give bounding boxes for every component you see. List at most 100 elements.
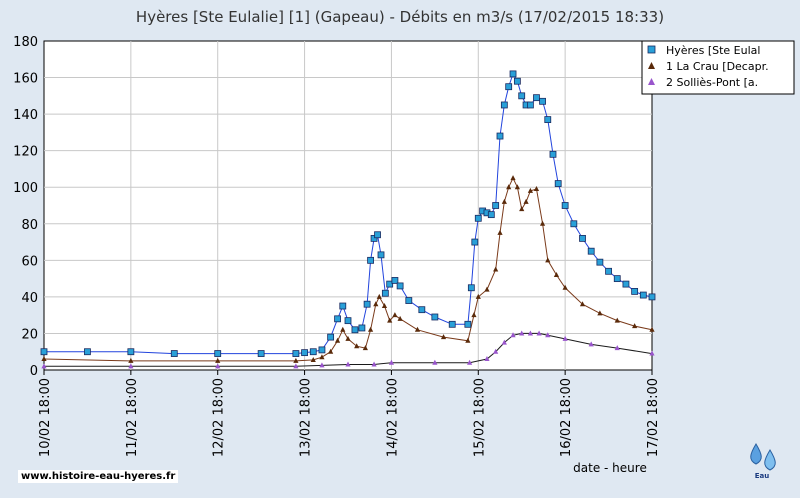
data-point: [358, 324, 366, 332]
series-3: [41, 330, 655, 369]
y-tick-label: 20: [21, 327, 38, 342]
data-point: [465, 337, 471, 343]
data-point: [387, 317, 393, 323]
data-point: [639, 291, 647, 299]
data-point: [527, 101, 534, 109]
data-point: [467, 284, 475, 292]
data-point: [396, 282, 404, 290]
legend-marker: [647, 45, 656, 54]
data-point: [505, 83, 513, 91]
x-tick-label: 14/02 18:00: [385, 378, 400, 457]
legend-marker: [648, 62, 655, 69]
y-tick-label: 60: [21, 254, 38, 269]
data-point: [562, 284, 568, 290]
x-tick-label: 13/02 18:00: [299, 378, 314, 457]
data-point: [570, 220, 578, 228]
data-point: [386, 280, 394, 288]
x-tick-label: 16/02 18:00: [559, 378, 574, 457]
data-point: [391, 277, 399, 284]
data-point: [397, 315, 403, 321]
data-point: [605, 267, 612, 275]
grid: [44, 41, 652, 370]
logo-text: Eau: [755, 472, 770, 480]
legend: Hyères [Ste Eulal 1 La Crau [Decapr. 2 Sol…: [641, 40, 795, 95]
data-point: [84, 348, 91, 356]
data-point: [40, 348, 48, 356]
data-point: [514, 184, 520, 190]
data-point: [527, 330, 533, 336]
data-point: [614, 345, 620, 351]
data-point: [448, 320, 456, 328]
data-point: [467, 359, 473, 365]
chart-title: Hyères [Ste Eulalie] [1] (Gapeau) - Débi…: [136, 8, 664, 26]
plot-area: [43, 40, 653, 371]
data-point: [487, 211, 495, 219]
data-point: [293, 357, 299, 363]
x-tick-label: 15/02 18:00: [472, 378, 487, 457]
data-point: [506, 184, 512, 190]
data-point: [500, 101, 508, 109]
data-point: [127, 348, 135, 356]
data-point: [214, 350, 222, 357]
data-point: [527, 187, 533, 193]
series-1: [40, 70, 656, 357]
series-line: [44, 332, 653, 367]
data-point: [405, 297, 413, 304]
y-tick-label: 140: [13, 108, 38, 123]
data-point: [513, 77, 521, 85]
legend-marker: [648, 78, 655, 85]
series-line: [43, 176, 653, 362]
data-point: [392, 312, 398, 318]
series-2: [41, 175, 655, 363]
data-point: [554, 180, 562, 187]
data-point: [533, 186, 540, 192]
legend-label: 2 Solliès-Pont [a.: [666, 76, 758, 89]
data-point: [519, 330, 525, 336]
legend-item-3: 2 Solliès-Pont [a.: [648, 76, 758, 89]
data-point: [492, 202, 500, 209]
data-point: [562, 335, 568, 341]
data-point: [471, 238, 479, 246]
data-point: [310, 356, 316, 362]
data-point: [344, 317, 352, 325]
data-point: [318, 346, 326, 354]
data-point: [374, 231, 381, 239]
website-credit: www.histoire-eau-hyeres.fr: [18, 470, 179, 483]
data-point: [301, 349, 308, 357]
data-point: [613, 275, 621, 283]
data-point: [319, 354, 325, 360]
data-point: [170, 350, 178, 357]
data-point: [510, 175, 516, 181]
data-point: [631, 288, 639, 295]
data-point: [414, 326, 421, 332]
data-point: [549, 150, 557, 158]
data-point: [544, 116, 552, 123]
data-point: [484, 356, 490, 362]
data-point: [351, 326, 359, 334]
data-point: [328, 348, 334, 354]
x-tick-label: 17/02 18:00: [646, 378, 661, 457]
x-axis-label: date - heure: [573, 461, 647, 475]
data-point: [388, 359, 395, 365]
data-point: [381, 303, 388, 309]
data-point: [215, 363, 221, 369]
data-point: [648, 293, 656, 301]
data-point: [370, 234, 378, 242]
data-point: [128, 363, 134, 369]
data-point: [533, 94, 540, 102]
y-tick-label: 80: [21, 218, 38, 233]
data-point: [539, 97, 546, 105]
data-point: [334, 315, 341, 323]
data-point: [339, 302, 347, 310]
data-point: [475, 293, 481, 299]
water-drops-logo: Eau: [750, 443, 776, 480]
y-tick-label: 0: [30, 364, 38, 379]
data-point: [597, 310, 603, 316]
data-point: [309, 348, 317, 356]
data-point: [510, 332, 516, 338]
data-point: [381, 289, 389, 297]
data-point: [649, 350, 655, 356]
data-point: [363, 300, 371, 308]
data-point: [484, 286, 490, 292]
data-point: [471, 312, 477, 318]
